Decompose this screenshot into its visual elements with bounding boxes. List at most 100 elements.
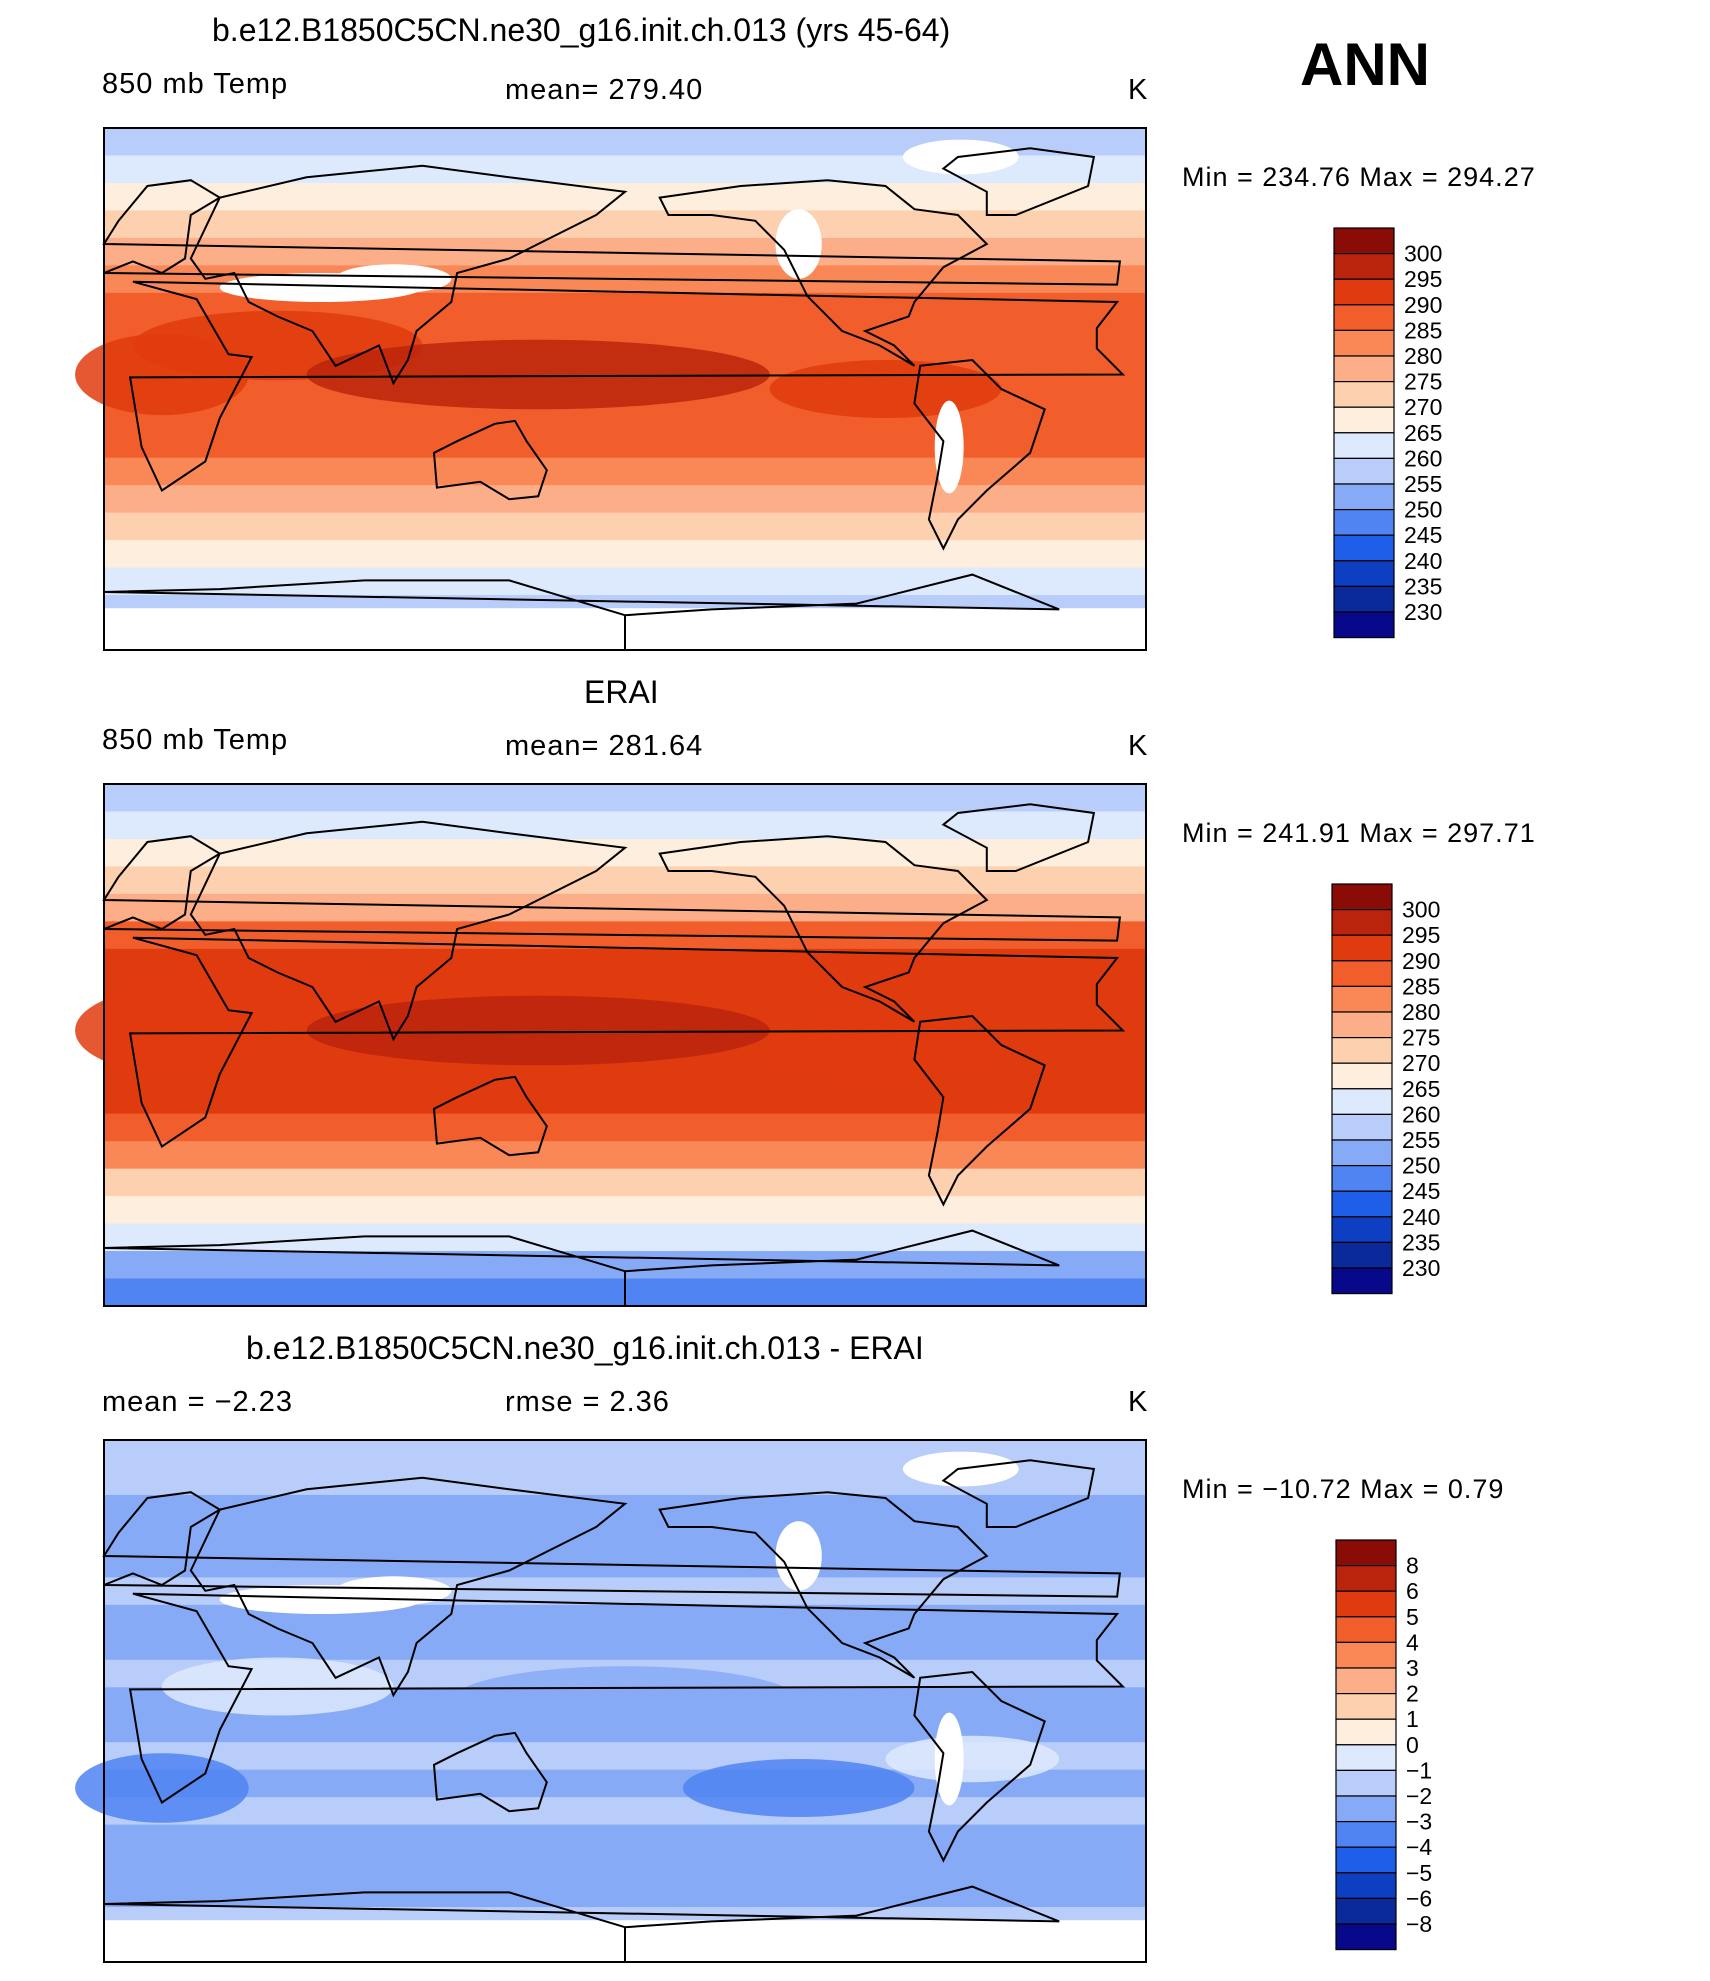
diff-coastline-samerica	[913, 1670, 1046, 1863]
diff-field-feature	[161, 1657, 394, 1716]
colorbar-tick-label: 275	[1404, 369, 1442, 395]
diff-lat-band	[104, 1522, 1146, 1551]
colorbar-tick-label: −2	[1406, 1783, 1432, 1809]
colorbar-box	[1335, 1667, 1397, 1695]
colorbar-tick-label: 230	[1402, 1255, 1440, 1281]
colorbar-tick-label: 250	[1402, 1153, 1440, 1179]
model-map-frame	[103, 127, 1147, 651]
diff-lat-band	[104, 1494, 1146, 1524]
colorbar-tick-label: 3	[1406, 1655, 1419, 1681]
obs-map-frame	[103, 783, 1147, 1307]
obs-coastline-africa	[128, 936, 1126, 1148]
colorbar-box	[1331, 1113, 1393, 1141]
colorbar-box	[1331, 1088, 1393, 1116]
colorbar-tick-label: 250	[1404, 497, 1442, 523]
colorbar-tick-label: 295	[1402, 922, 1440, 948]
colorbar-tick-label: 1	[1406, 1706, 1419, 1732]
model-field-feature	[75, 333, 249, 416]
colorbar-box	[1331, 934, 1393, 962]
colorbar-tick-label: 245	[1402, 1178, 1440, 1204]
colorbar-tick-label: −4	[1406, 1834, 1432, 1860]
colorbar-tick-label: 6	[1406, 1578, 1419, 1604]
diff-lat-band	[104, 1632, 1146, 1661]
colorbar-tick-label: 8	[1406, 1553, 1419, 1579]
colorbar-box	[1331, 985, 1393, 1013]
obs-coastline-antarctica	[103, 1229, 1060, 1306]
colorbar-box	[1333, 278, 1395, 306]
colorbar-box	[1333, 432, 1395, 459]
obs-lat-band	[104, 838, 1146, 868]
colorbar-box	[1331, 1011, 1393, 1039]
colorbar-tick-label: 240	[1404, 548, 1442, 574]
diff-field-feature	[75, 1753, 249, 1823]
model-missing-terrain	[335, 264, 452, 294]
season-label: ANN	[1300, 31, 1430, 98]
obs-coastline-australia	[432, 1075, 548, 1157]
colorbar-tick-label: 290	[1404, 292, 1442, 318]
diff-min-max: Min = −10.72 Max = 0.79	[1182, 1474, 1505, 1504]
colorbar-box	[1333, 406, 1395, 434]
colorbar-box	[1333, 457, 1395, 485]
colorbar-tick-label: 265	[1404, 420, 1442, 446]
colorbar-box	[1333, 534, 1395, 562]
colorbar-tick-label: −5	[1406, 1860, 1432, 1886]
colorbar-tick-label: 5	[1406, 1604, 1419, 1630]
colorbar-box	[1331, 1241, 1393, 1269]
diff-lat-band	[104, 1797, 1146, 1826]
colorbar-tick-label: 260	[1402, 1101, 1440, 1127]
obs-field-feature	[306, 995, 770, 1066]
obs-lat-band	[104, 1223, 1146, 1252]
model-missing-terrain	[934, 400, 964, 494]
colorbar-box	[1335, 1590, 1397, 1618]
colorbar-box	[1335, 1769, 1397, 1797]
model-coastline-antarctica	[103, 573, 1060, 650]
model-panel-title: b.e12.B1850C5CN.ne30_g16.init.ch.013 (yr…	[212, 12, 951, 48]
diff-coastline-australia	[432, 1731, 548, 1813]
colorbar-box	[1335, 1718, 1397, 1746]
colorbar-box	[1331, 883, 1393, 911]
colorbar-tick-label: 285	[1402, 973, 1440, 999]
colorbar-box	[1333, 227, 1395, 255]
diff-field-feature	[451, 1666, 799, 1736]
colorbar-tick-label: 270	[1402, 1050, 1440, 1076]
obs-lat-band	[104, 1196, 1146, 1225]
model-coastline-samerica	[913, 358, 1046, 551]
colorbar-box	[1335, 1820, 1397, 1848]
obs-lat-band	[104, 1141, 1146, 1170]
colorbar-box	[1331, 1190, 1393, 1218]
colorbar-tick-label: 240	[1402, 1204, 1440, 1230]
diff-map-frame	[103, 1439, 1147, 1963]
colorbar-obs: 3002952902852802752702652602552502452402…	[1331, 883, 1440, 1295]
colorbar-box	[1333, 560, 1395, 587]
obs-units-label: K	[1128, 730, 1149, 762]
colorbar-tick-label: −8	[1406, 1911, 1432, 1937]
colorbar-box	[1333, 585, 1395, 613]
diff-panel-title: b.e12.B1850C5CN.ne30_g16.init.ch.013 - E…	[246, 1330, 924, 1366]
colorbar-box	[1331, 1036, 1393, 1064]
diff-coastline-greenland	[941, 1459, 1096, 1528]
diff-field-feature	[682, 1759, 915, 1817]
diff-coastline-namerica	[658, 1491, 989, 1679]
colorbar-tick-label: 295	[1404, 266, 1442, 292]
colorbar-tick-label: 245	[1404, 522, 1442, 548]
colorbar-box	[1333, 611, 1395, 639]
colorbar-tick-label: −1	[1406, 1757, 1432, 1783]
model-field-feature	[306, 339, 770, 410]
obs-coastline-greenland	[941, 803, 1096, 872]
colorbar-model: 3002952902852802752702652602552502452402…	[1333, 227, 1442, 639]
colorbar-tick-label: 300	[1402, 897, 1440, 923]
colorbar-box	[1331, 1216, 1393, 1244]
colorbar-tick-label: 0	[1406, 1732, 1419, 1758]
colorbar-tick-label: 235	[1402, 1229, 1440, 1255]
model-missing-terrain	[775, 209, 822, 279]
colorbar-tick-label: −6	[1406, 1885, 1432, 1911]
colorbar-box	[1335, 1539, 1397, 1567]
diff-coastline-antarctica	[103, 1885, 1060, 1962]
obs-lat-band	[104, 866, 1146, 895]
colorbar-tick-label: 275	[1402, 1025, 1440, 1051]
obs-lat-band	[104, 1113, 1146, 1142]
colorbar-box	[1331, 1164, 1393, 1192]
diff-rmse-label: rmse = 2.36	[505, 1386, 670, 1418]
obs-lat-band	[104, 811, 1146, 840]
